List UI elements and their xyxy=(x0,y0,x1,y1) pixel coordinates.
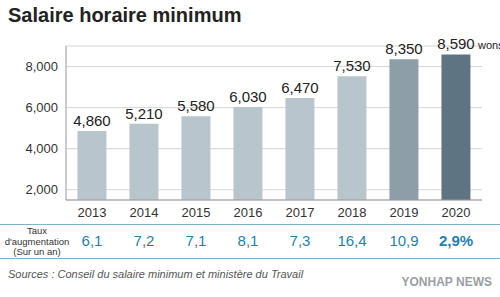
svg-text:4,000: 4,000 xyxy=(25,141,58,156)
html-text:Salaire horaire minimum: Salaire horaire minimum xyxy=(8,4,242,26)
svg-text:7,530: 7,530 xyxy=(333,57,371,74)
svg-text:2020: 2020 xyxy=(442,205,471,220)
svg-text:6,030: 6,030 xyxy=(229,88,267,105)
svg-text:4,860: 4,860 xyxy=(73,112,111,129)
svg-text:6,000: 6,000 xyxy=(25,100,58,115)
html-text:(Sur un an): (Sur un an) xyxy=(13,246,61,257)
html-text:Taux: Taux xyxy=(27,225,47,236)
svg-text:wons: wons xyxy=(477,39,492,51)
svg-text:2,000: 2,000 xyxy=(25,182,58,197)
svg-text:5,210: 5,210 xyxy=(125,105,163,122)
html-text:7,3: 7,3 xyxy=(289,232,311,249)
html-text:16,4: 16,4 xyxy=(337,232,367,249)
svg-text:8,350: 8,350 xyxy=(385,40,423,57)
html-text:Sources : Conseil du salaire m: Sources : Conseil du salaire minimum et … xyxy=(8,268,304,280)
html-text:d'augmentation: d'augmentation xyxy=(4,235,70,247)
svg-text:2018: 2018 xyxy=(338,205,367,220)
svg-text:2019: 2019 xyxy=(390,205,419,220)
html-text:6,1: 6,1 xyxy=(81,232,103,249)
svg-text:2015: 2015 xyxy=(182,205,211,220)
html-text:7,1: 7,1 xyxy=(185,232,207,249)
html-text:8,1: 8,1 xyxy=(237,232,259,249)
svg-text:5,580: 5,580 xyxy=(177,97,215,114)
svg-text:8,590: 8,590 xyxy=(437,35,475,52)
html-text:7,2: 7,2 xyxy=(133,232,155,249)
svg-text:6,470: 6,470 xyxy=(281,79,319,96)
svg-text:2013: 2013 xyxy=(78,205,107,220)
svg-text:2016: 2016 xyxy=(234,205,263,220)
svg-text:8,000: 8,000 xyxy=(25,59,58,74)
html-text:10,9: 10,9 xyxy=(389,232,419,249)
html-text:YONHAP NEWS: YONHAP NEWS xyxy=(401,275,492,289)
html-text:2,9%: 2,9% xyxy=(438,232,474,249)
svg-text:2014: 2014 xyxy=(130,205,159,220)
svg-text:2017: 2017 xyxy=(286,205,315,220)
